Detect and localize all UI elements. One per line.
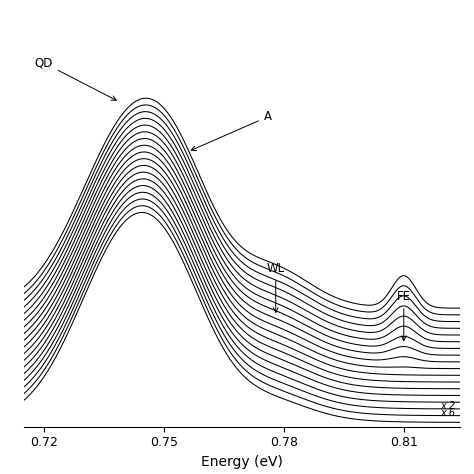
Text: x 6: x 6 [441,408,456,418]
Text: A: A [191,110,272,151]
Text: WL: WL [267,262,285,312]
Text: x 2: x 2 [441,401,456,411]
X-axis label: Energy (eV): Energy (eV) [201,455,283,469]
Text: QD: QD [35,56,116,100]
Text: FE: FE [397,290,411,340]
